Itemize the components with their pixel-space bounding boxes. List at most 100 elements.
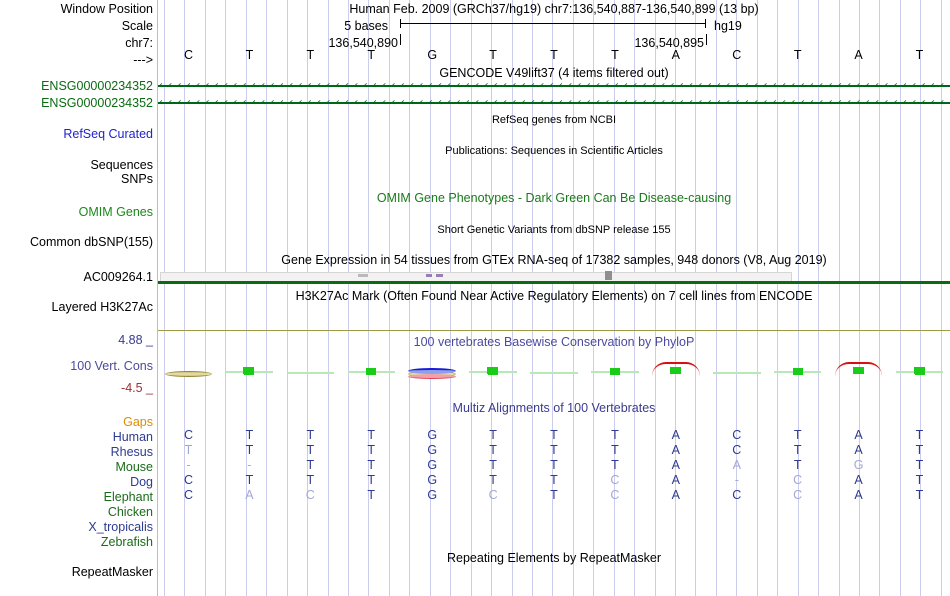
- gene-strand-arrow-icon: ‹: [317, 80, 322, 91]
- gene-row-2[interactable]: ‹ ‹ ‹ ‹ ‹ ‹ ‹ ‹ ‹ ‹ ‹ ‹ ‹ ‹ ‹ ‹ ‹ ‹ ‹ ‹ ‹ ‹ ‹ ‹ ‹ ‹ ‹ ‹ ‹ ‹ ‹ ‹ ‹ ‹ ‹ ‹ ‹ ‹ ‹ ‹…: [158, 98, 950, 108]
- gridline-layer: [158, 0, 950, 596]
- label-species-mouse[interactable]: Mouse: [115, 460, 153, 474]
- publications-track-title: Publications: Sequences in Scientific Ar…: [445, 145, 663, 157]
- aln-rhesus-base-0: T: [184, 443, 193, 457]
- gridline: [388, 0, 390, 596]
- cons-baseline-6: [530, 372, 578, 374]
- aln-mouse-base-10: T: [793, 458, 802, 472]
- label-refseq-curated[interactable]: RefSeq Curated: [63, 127, 153, 141]
- gene-strand-arrow-icon: ‹: [372, 80, 377, 91]
- label-layered-h3k27ac[interactable]: Layered H3K27Ac: [51, 300, 153, 314]
- cons-greenblock-8: [669, 367, 681, 374]
- gene-strand-arrow-icon: ‹: [819, 80, 824, 91]
- gene-strand-arrow-icon: ‹: [856, 80, 861, 91]
- label-snps[interactable]: SNPs: [121, 172, 153, 186]
- gridline: [184, 0, 186, 596]
- gene-strand-arrow-icon: ‹: [336, 98, 340, 108]
- gene-strand-arrow-icon: ‹: [689, 80, 694, 91]
- label-species-dog[interactable]: Dog: [130, 475, 153, 489]
- gridline: [266, 0, 268, 596]
- gene-strand-arrow-icon: ‹: [698, 98, 702, 108]
- gene-strand-arrow-icon: ‹: [447, 98, 451, 108]
- gene-strand-arrow-icon: ‹: [289, 80, 294, 91]
- label-repeatmasker[interactable]: RepeatMasker: [71, 565, 153, 579]
- aln-dog-base-4: G: [427, 473, 438, 487]
- aln-rhesus-base-6: T: [550, 443, 558, 457]
- gene-strand-arrow-icon: ‹: [438, 98, 442, 108]
- gene-strand-arrow-icon: ‹: [893, 80, 898, 91]
- gene-strand-arrow-icon: ‹: [568, 98, 572, 108]
- label-chrom: chr7:: [125, 36, 153, 50]
- gene-strand-arrow-icon: ‹: [670, 80, 675, 91]
- aln-elephant-base-11: A: [854, 488, 863, 502]
- label-omim-genes[interactable]: OMIM Genes: [78, 205, 153, 219]
- gridline: [756, 0, 758, 596]
- aln-rhesus-base-5: T: [489, 443, 497, 457]
- label-species-rhesus[interactable]: Rhesus: [110, 445, 153, 459]
- aln-elephant-base-9: C: [732, 488, 742, 502]
- gtex-mark-1: [358, 274, 368, 277]
- label-species-human[interactable]: Human: [112, 430, 153, 444]
- label-common-dbsnp[interactable]: Common dbSNP(155): [30, 235, 153, 249]
- gene-strand-arrow-icon: ‹: [456, 80, 461, 91]
- gene-strand-arrow-icon: ‹: [289, 98, 293, 108]
- label-gtex-gene[interactable]: AC009264.1: [83, 270, 153, 284]
- gene-strand-arrow-icon: ‹: [940, 98, 944, 108]
- gene-row-1[interactable]: ‹ ‹ ‹ ‹ ‹ ‹ ‹ ‹ ‹ ‹ ‹ ‹ ‹ ‹ ‹ ‹ ‹ ‹ ‹ ‹ ‹ ‹ ‹ ‹ ‹ ‹ ‹ ‹ ‹ ‹ ‹ ‹ ‹ ‹ ‹ ‹ ‹ ‹ ‹ ‹…: [158, 81, 950, 91]
- gene-strand-arrow-icon: ‹: [186, 80, 191, 91]
- aln-rhesus-base-1: T: [245, 443, 254, 457]
- gene-strand-arrow-icon: ‹: [410, 98, 414, 108]
- aln-elephant-base-4: G: [427, 488, 438, 502]
- aln-human-base-12: T: [915, 428, 924, 442]
- aln-rhesus-base-8: A: [671, 443, 680, 457]
- gridline: [470, 0, 472, 596]
- gene-strand-arrow-icon: ‹: [299, 98, 303, 108]
- gene-strand-arrow-icon: ‹: [224, 98, 228, 108]
- ruler-base-3: T: [367, 48, 375, 62]
- gene-strand-arrow-icon: ‹: [754, 80, 759, 91]
- gene-strand-arrow-icon: ‹: [512, 80, 517, 91]
- gene-strand-arrow-icon: ‹: [540, 80, 545, 91]
- track-content[interactable]: Human Feb. 2009 (GRCh37/hg19) chr7:136,5…: [158, 0, 950, 596]
- gene-strand-arrow-icon: ‹: [279, 80, 284, 91]
- aln-elephant-base-10: C: [793, 488, 803, 502]
- label-species-chicken[interactable]: Chicken: [107, 505, 153, 519]
- label-gaps[interactable]: Gaps: [123, 415, 153, 429]
- aln-mouse-base-7: T: [611, 458, 619, 472]
- gridline: [531, 0, 533, 596]
- cons-baseline-9: [713, 372, 761, 374]
- aln-dog-base-3: T: [367, 473, 375, 487]
- track-area[interactable]: [158, 0, 950, 596]
- label-sequences[interactable]: Sequences: [90, 158, 153, 172]
- aln-human-base-10: T: [793, 428, 802, 442]
- label-strand-arrow: --->: [133, 53, 153, 67]
- label-gencode-gene-2[interactable]: ENSG00000234352: [41, 96, 153, 110]
- gtex-gene-green-bar[interactable]: [158, 281, 950, 284]
- gene-strand-arrow-icon: ‹: [894, 98, 898, 108]
- ruler-base-12: T: [915, 48, 924, 62]
- gene-strand-arrow-icon: ‹: [354, 98, 358, 108]
- label-species-zebrafish[interactable]: Zebrafish: [100, 535, 153, 549]
- gridline: [920, 0, 922, 596]
- gene-strand-arrow-icon: ‹: [168, 98, 172, 108]
- gene-strand-arrow-icon: ‹: [903, 98, 907, 108]
- label-species-x-tropicalis[interactable]: X_tropicalis: [88, 520, 153, 534]
- label-gencode-gene-1[interactable]: ENSG00000234352: [41, 79, 153, 93]
- gene-strand-arrow-icon: ‹: [549, 80, 554, 91]
- label-species-elephant[interactable]: Elephant: [103, 490, 153, 504]
- gene-strand-arrow-icon: ‹: [708, 98, 712, 108]
- gene-strand-arrow-icon: ‹: [763, 80, 768, 91]
- label-100-vert-cons[interactable]: 100 Vert. Cons: [70, 359, 153, 373]
- gene-strand-arrow-icon: ‹: [317, 98, 321, 108]
- position-left-label: 136,540,890: [328, 36, 398, 50]
- aln-elephant-base-3: T: [367, 488, 375, 502]
- gene-strand-arrow-icon: ‹: [270, 80, 275, 91]
- gene-strand-arrow-icon: ‹: [810, 80, 814, 91]
- gene-strand-arrow-icon: ‹: [159, 80, 163, 91]
- aln-mouse-base-0: -: [186, 458, 191, 472]
- cons-baseline-2: [286, 372, 334, 374]
- gridline: [736, 0, 738, 596]
- gene-strand-arrow-icon: ‹: [206, 98, 210, 108]
- ruler-base-1: T: [245, 48, 254, 62]
